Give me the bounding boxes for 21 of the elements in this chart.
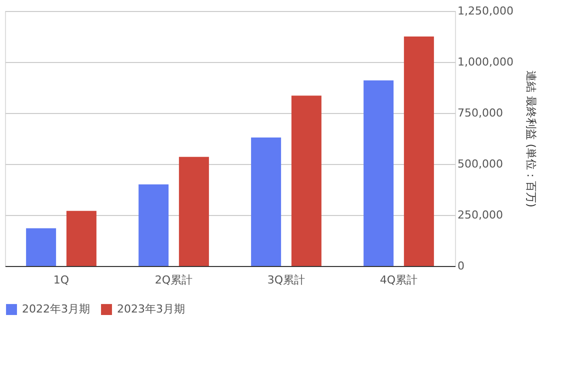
x-tick-label: 3Q累計 (267, 274, 306, 286)
x-tick-label: 2Q累計 (154, 274, 193, 286)
y-axis-title: 連結 最終利益 (単位：百万) (524, 70, 538, 208)
bar (138, 184, 169, 266)
bar (66, 210, 96, 266)
y-tick-label: 500,000 (458, 158, 503, 170)
bar (178, 156, 209, 266)
y-tick-label: 750,000 (458, 106, 503, 120)
bar (291, 96, 322, 266)
bar (251, 137, 282, 266)
bar (404, 36, 434, 266)
y-tick-label: 250,000 (458, 208, 503, 222)
y-tick-label: 0 (458, 260, 464, 272)
legend-label: 2023年3月期 (117, 302, 185, 316)
y-tick-label: 1,250,000 (458, 4, 514, 18)
y-tick-label: 1,000,000 (458, 56, 514, 68)
x-tick-label: 1Q (53, 274, 70, 286)
bar (364, 80, 394, 266)
x-tick-label: 4Q累計 (380, 274, 418, 286)
bar (26, 228, 56, 266)
legend-label: 2022年3月期 (22, 302, 90, 316)
